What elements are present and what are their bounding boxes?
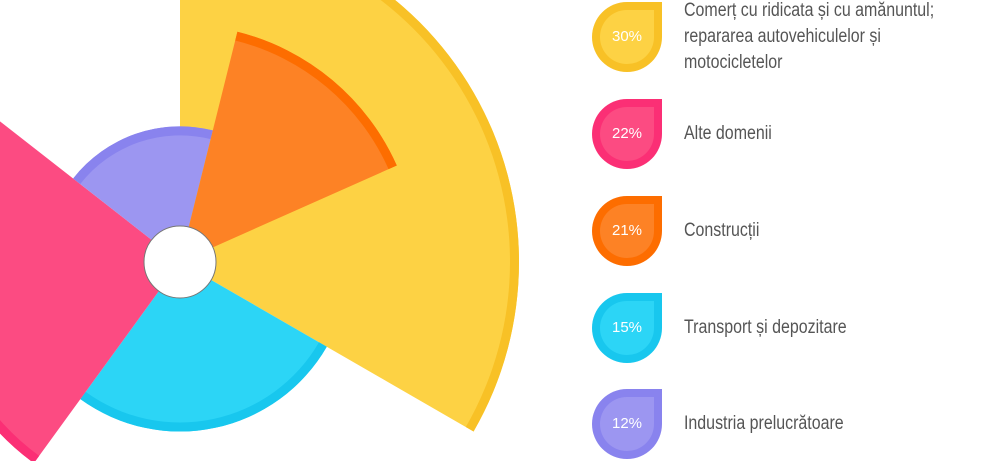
legend-badge-4 [592,389,662,459]
legend-percent-3: 15% [611,319,643,336]
legend-percent-2: 21% [611,222,643,239]
legend-badge-inner-2 [600,204,654,258]
legend-percent-1: 22% [611,125,643,142]
chart-legend: 30% Comerț cu ridicata și cu amănuntul; … [592,0,1000,461]
legend-badge-inner-4 [600,397,654,451]
polar-area-chart [0,0,519,461]
legend-label-4: Industria prelucrătoare [684,413,844,434]
legend-badge-0 [592,2,662,72]
legend-badge-1 [592,99,662,169]
legend-percent-4: 12% [611,415,643,432]
legend-item-4: 12% Industria prelucrătoare [592,389,1000,459]
legend-item-1: 22% Alte domenii [592,99,1000,169]
center-hole [143,225,217,299]
legend-item-3: 15% Transport și depozitare [592,293,1000,363]
sector-2 [188,31,397,248]
sector-1 [0,121,159,461]
legend-percent-0: 30% [611,28,643,45]
legend-label-2: Construcții [684,220,760,241]
legend-badge-3 [592,293,662,363]
legend-label-1: Alte domenii [684,123,772,144]
legend-item-2: 21% Construcții [592,196,1000,266]
legend-badge-inner-1 [600,107,654,161]
sector-rim-4 [73,126,213,185]
legend-label-0: Comerț cu ridicata și cu amănuntul; repa… [684,0,935,73]
legend-badge-inner-0 [600,10,654,64]
legend-badge-inner-3 [600,301,654,355]
sector-rim-1 [0,420,40,461]
sector-3 [80,280,327,432]
legend-item-0: 30% Comerț cu ridicata și cu amănuntul; … [592,0,1000,73]
legend-label-3: Transport și depozitare [684,317,847,338]
legend-badge-2 [592,196,662,266]
